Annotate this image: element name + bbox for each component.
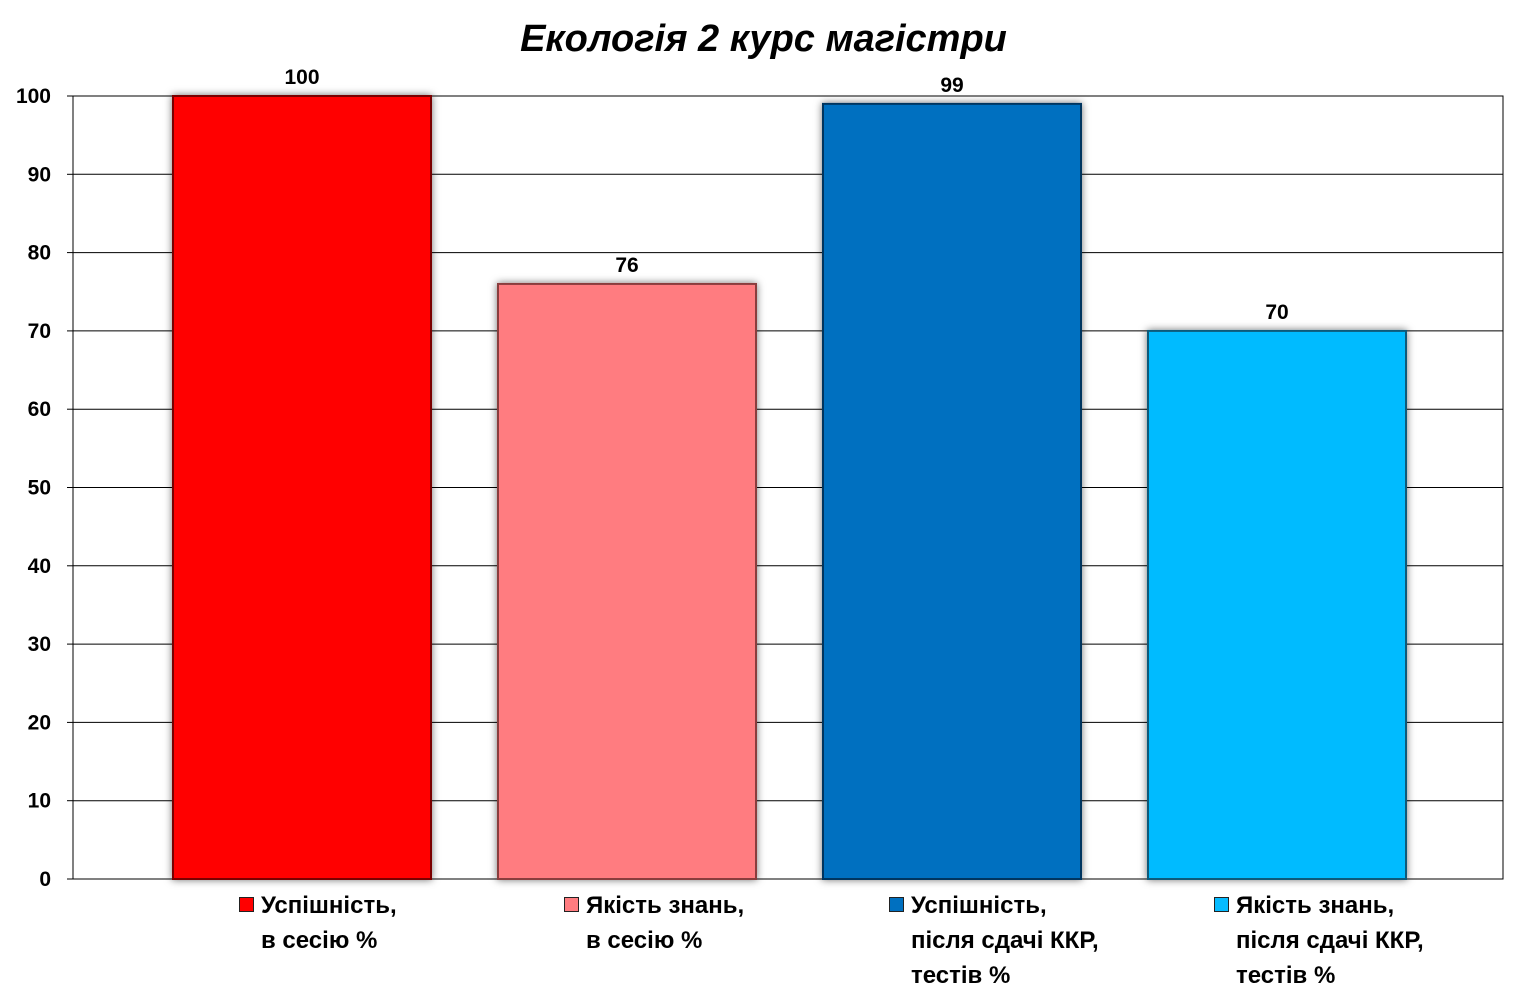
bars — [172, 95, 1407, 881]
y-tick-label: 30 — [28, 633, 51, 656]
y-tick-label: 50 — [28, 477, 51, 500]
y-tick-label: 60 — [28, 398, 51, 421]
y-tick-label: 100 — [16, 85, 51, 108]
legend-item-4: Якість знань, після сдачі ККР, тестів % — [1214, 888, 1424, 993]
bar-3 — [822, 102, 1082, 880]
legend-swatch — [564, 897, 579, 912]
y-tick-label: 10 — [28, 790, 51, 813]
data-label-1: 100 — [284, 66, 319, 89]
data-label-2: 76 — [615, 254, 638, 277]
data-labels: 100 76 99 70 — [284, 66, 1288, 324]
legend-item-3: Успішність, після сдачі ККР, тестів % — [889, 888, 1099, 993]
y-tick-label: 20 — [28, 711, 51, 734]
y-tick-label: 70 — [28, 320, 51, 343]
legend-swatch — [889, 897, 904, 912]
legend-swatch — [239, 897, 254, 912]
chart-title: Екологія 2 курс магістри — [520, 18, 1007, 60]
legend-swatch — [1214, 897, 1229, 912]
legend-item-1: Успішність, в сесію % — [239, 888, 397, 958]
y-axis-ticks: 0 10 20 30 40 50 60 70 80 90 100 — [16, 85, 73, 891]
legend-label: Якість знань, в сесію % — [586, 892, 745, 954]
y-tick-label: 40 — [28, 555, 51, 578]
data-label-3: 99 — [940, 74, 963, 97]
legend-label: Успішність, після сдачі ККР, тестів % — [911, 892, 1099, 989]
data-label-4: 70 — [1265, 301, 1288, 324]
bar-2 — [497, 282, 757, 881]
y-tick-label: 90 — [28, 163, 51, 186]
y-tick-label: 0 — [39, 868, 51, 891]
bar-1 — [172, 95, 432, 880]
legend-item-2: Якість знань, в сесію % — [564, 888, 744, 958]
bar-4 — [1147, 329, 1407, 880]
legend-label: Якість знань, після сдачі ККР, тестів % — [1236, 892, 1424, 989]
y-tick-label: 80 — [28, 242, 51, 265]
legend-label: Успішність, в сесію % — [261, 892, 397, 954]
